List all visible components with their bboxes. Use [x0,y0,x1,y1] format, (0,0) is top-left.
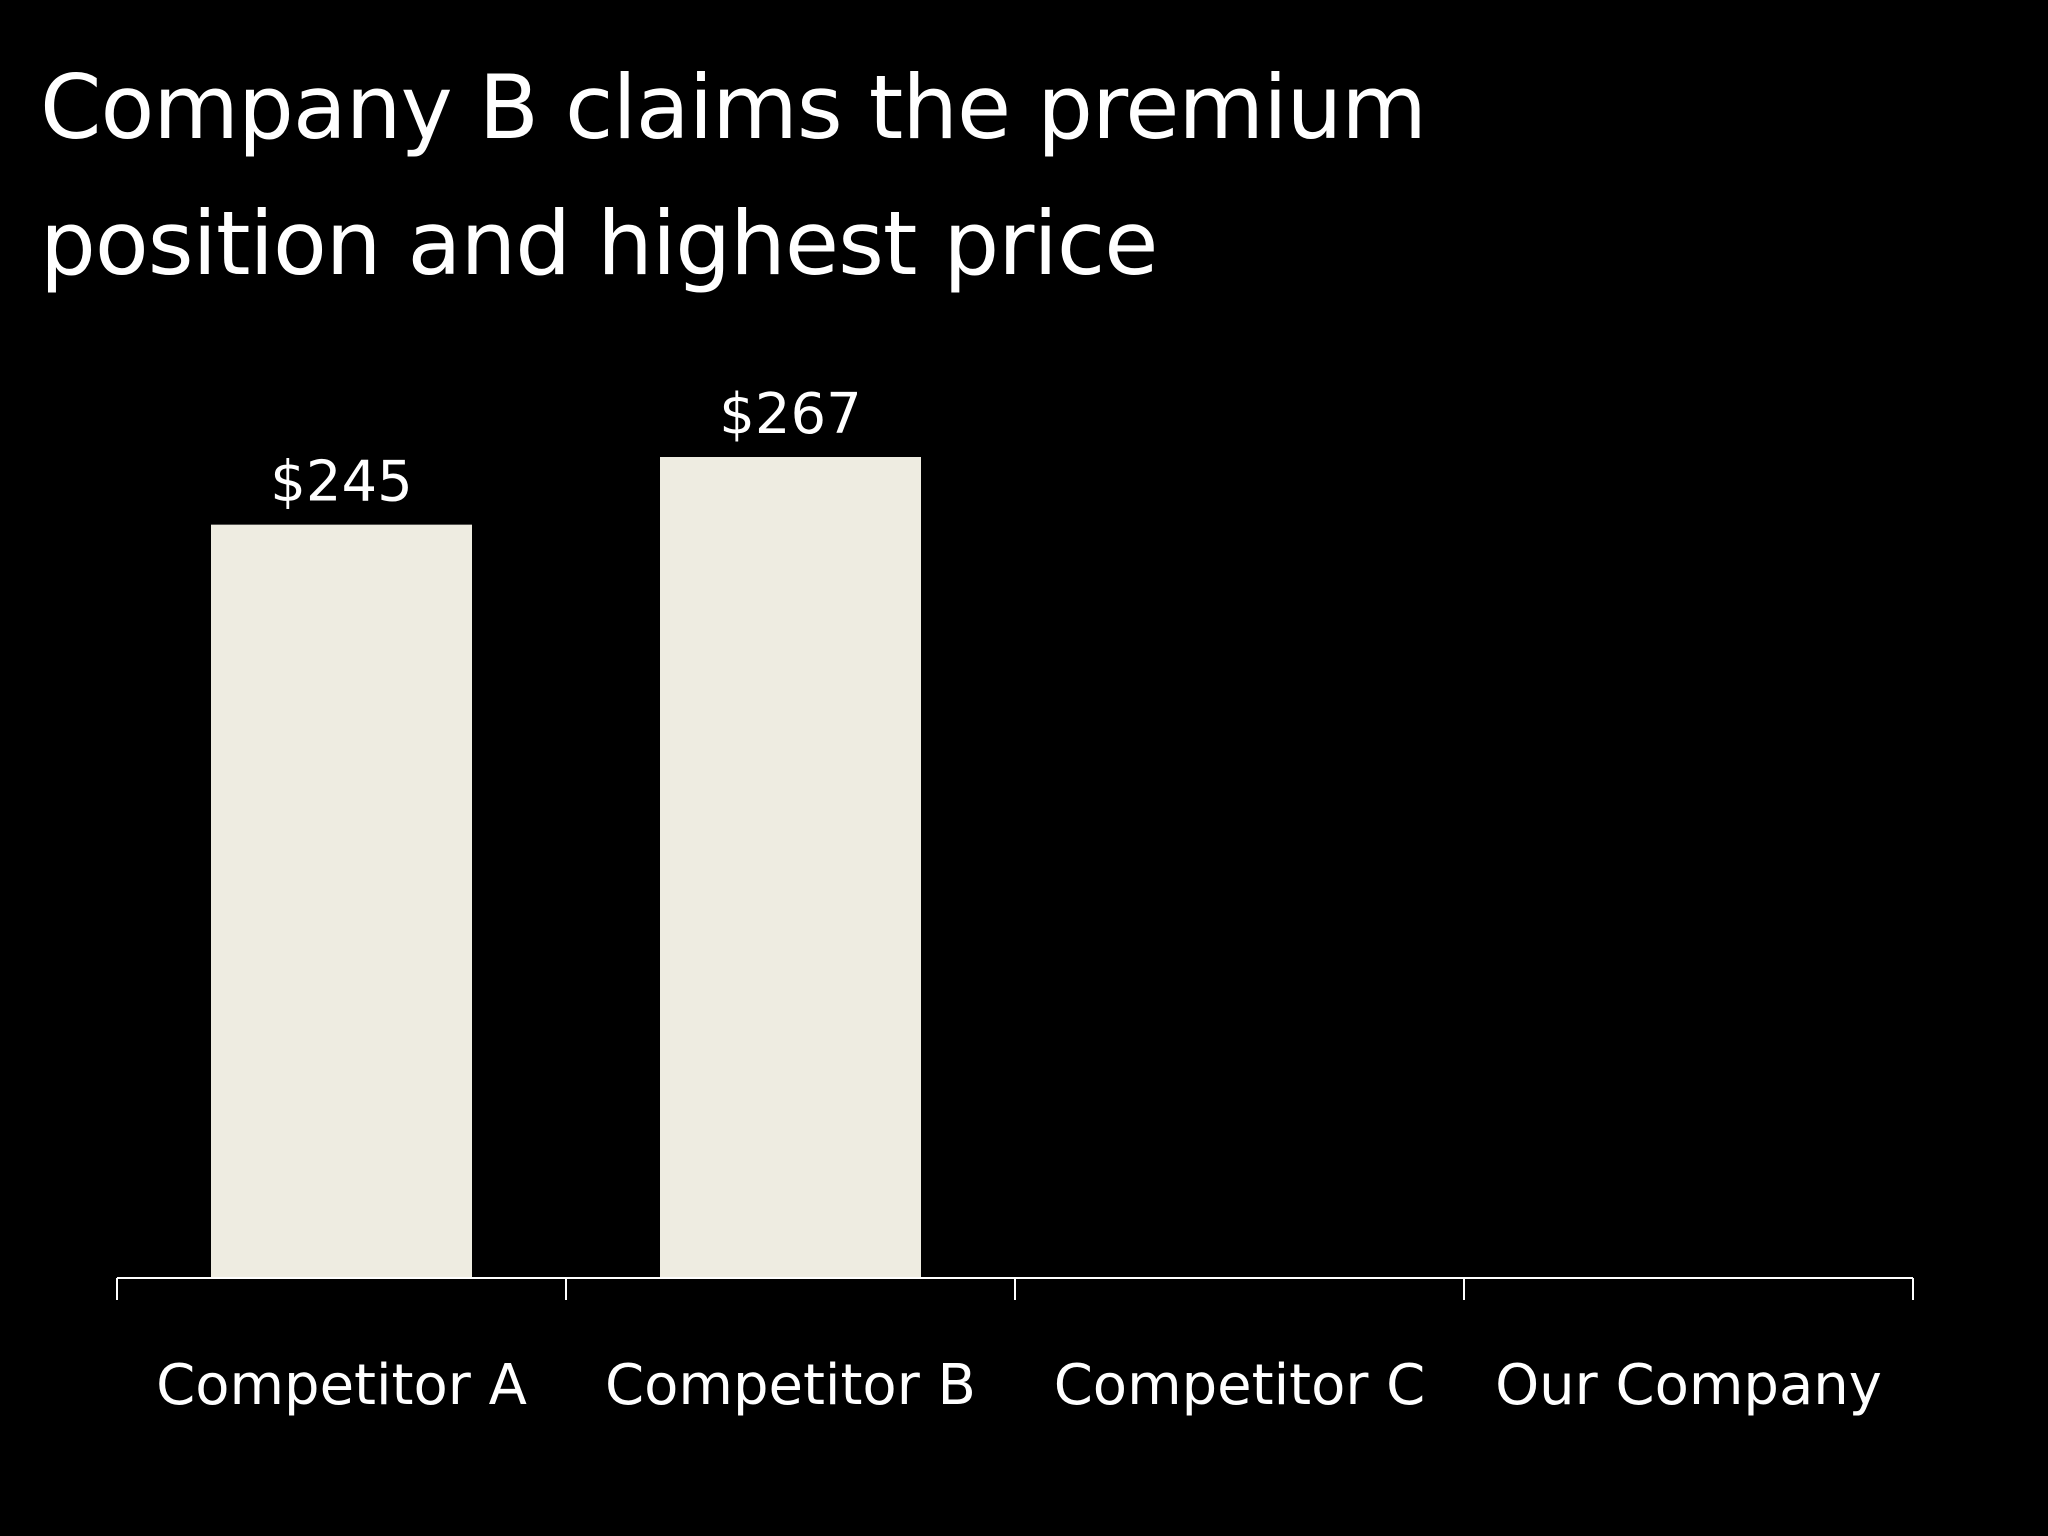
bars-layer [211,457,921,1278]
data-label: $245 [270,450,413,515]
labels-layer: Competitor A $245 Competitor B $267 Competit… [156,382,1882,1418]
data-label: $267 [719,382,862,447]
bar-competitor-a [211,524,472,1278]
x-tick-label: Competitor B [605,1353,976,1418]
x-tick-label: Competitor C [1054,1353,1426,1418]
x-tick-label: Competitor A [156,1353,527,1418]
bar-competitor-b [660,457,921,1278]
slide-title: Company B claims the premium position an… [40,56,1427,295]
x-axis [116,1277,1914,1300]
x-tick-label: Our Company [1495,1353,1882,1418]
